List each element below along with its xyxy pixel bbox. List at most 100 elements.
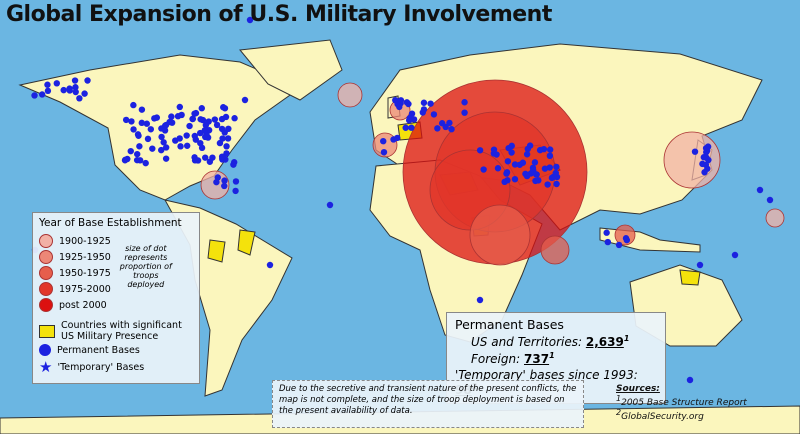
base-dot [72,88,79,96]
base-dot [701,169,708,176]
base-dot [546,146,554,153]
base-dot [158,146,165,154]
base-dot [434,125,441,132]
base-dot [186,122,193,130]
base-dot [380,137,387,145]
base-dot [122,116,130,124]
base-dot [548,174,556,182]
stats-rows: US and Territories: 2,6391 Foreign: 7371 '… [455,334,657,397]
country [679,269,701,286]
base-dot [31,92,38,99]
base-dot [223,143,230,150]
base-dot [380,148,388,156]
base-dot [553,180,560,188]
base-dot [511,175,519,183]
swatch [39,282,53,296]
base-dot [402,124,409,131]
base-dot [448,126,455,133]
base-dot [420,106,428,113]
base-dot [394,134,401,142]
legend-item: 1900-1925 [39,234,111,248]
base-dot [696,261,704,269]
base-dot [231,115,238,122]
legend-label: 1975-2000 [59,283,111,295]
base-dot [410,116,418,123]
sources: Sources: 12005 Base Structure Report 2Glo… [616,384,747,422]
base-dot [130,126,137,133]
base-dot [241,96,249,104]
base-dot [213,178,220,186]
legend-label: 'Temporary' Bases [57,361,145,373]
base-dot [198,144,206,152]
stats-value: 737 [524,352,550,366]
size-note: size of dot represents proportion of tro… [119,244,172,289]
stats-label: Foreign: [471,352,521,366]
base-dot [174,113,182,120]
legend-heading: Year of Base Establishment [39,217,182,229]
base-dot [622,235,630,242]
base-dot [192,109,200,117]
base-dot [225,125,232,133]
base-dot [532,177,539,185]
legend: Year of Base Establishment 1900-1925 1925… [32,212,200,384]
base-dot [151,115,158,122]
legend-item: 1950-1975 [39,266,111,280]
base-dot [149,145,156,152]
base-dot [84,77,91,84]
legend-label: 1950-1975 [59,267,111,279]
stats-value: 2,639 [585,335,624,349]
footnote: 1 [623,334,630,343]
base-dot [403,99,411,106]
base-dot [81,90,88,97]
stats-heading: Permanent Bases [455,317,564,332]
legend-label: Permanent Bases [57,344,140,356]
base-dot [604,238,612,246]
base-dot [143,120,151,127]
base-dot [756,186,764,194]
base-dot [176,103,184,111]
base-dot [138,119,145,127]
source: 2GlobalSecurity.org [616,408,747,422]
base-dot [532,171,540,178]
footnote: 1 [616,394,622,403]
base-dot [523,151,531,158]
base-dot [490,146,498,153]
base-dot [396,103,403,111]
legend-item: 1975-2000 [39,282,111,296]
base-dot [461,99,468,106]
base-dot [476,296,484,304]
base-dot [218,125,226,133]
stats-label: 'Temporary' bases since 1993: [455,368,638,382]
base-dot [177,143,184,150]
stats-row: US and Territories: 2,6391 [471,334,657,349]
base-dot [221,182,228,190]
base-dot [552,169,559,177]
troop-circle [337,82,363,108]
base-dot [766,196,774,204]
base-dot [44,81,51,88]
disclaimer: Due to the secretive and transient natur… [272,380,584,428]
base-dot [138,106,146,113]
base-dot [76,95,83,102]
base-dot [218,153,226,160]
base-dot [133,156,141,164]
base-dot [160,139,167,146]
country [237,229,256,256]
base-dot [446,119,453,127]
base-dot [546,164,553,171]
stats-label: US and Territories: [471,335,583,349]
base-dot [326,201,334,209]
base-dot [191,154,198,161]
base-dot [213,121,221,129]
base-dot [427,100,434,107]
base-dot [176,135,183,142]
base-dot [222,113,230,121]
base-dot [392,96,399,104]
base-dot [66,85,73,92]
base-dot [511,161,519,168]
base-dot [198,105,205,112]
footnote: 1 [549,351,555,360]
base-dot [430,111,438,118]
base-dot [553,163,560,171]
